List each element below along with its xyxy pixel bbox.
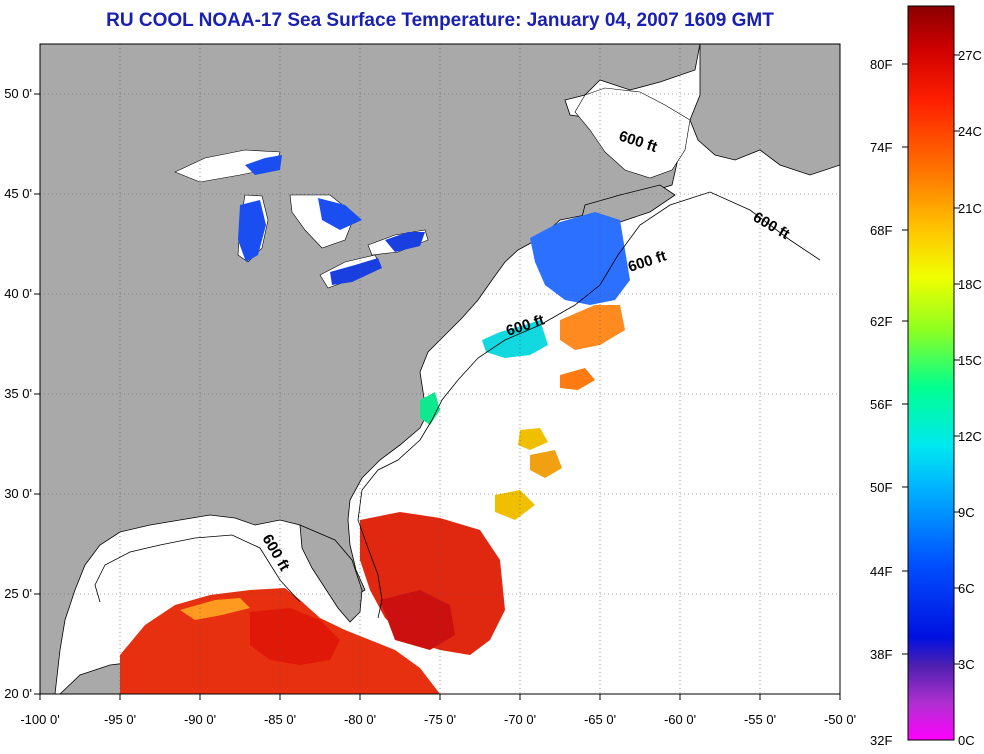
colorbar-label-c: 6C [958, 581, 975, 596]
lat-tick-label: 50 0' [4, 86, 32, 101]
colorbar-label-c: 18C [958, 277, 982, 292]
lon-tick-label: -100 0' [20, 712, 59, 727]
lat-tick-label: 40 0' [4, 286, 32, 301]
colorbar-label-f: 62F [870, 314, 893, 329]
sst-lake-erie [330, 258, 382, 285]
lon-tick-label: -90 0' [184, 712, 216, 727]
colorbar-label-c: 21C [958, 201, 982, 216]
sst-coastal-gulf [180, 598, 250, 620]
tick-marks [34, 93, 841, 700]
lat-tick-label: 25 0' [4, 586, 32, 601]
sst-patch-1 [518, 428, 548, 450]
sst-lake-ontario [385, 232, 425, 252]
colorbar-label-f: 80F [870, 57, 893, 72]
land-newfoundland [689, 44, 840, 176]
colorbar-label-f: 44F [870, 564, 893, 579]
lat-tick-label: 45 0' [4, 186, 32, 201]
colorbar-label-f: 56F [870, 397, 893, 412]
colorbar-label-f: 68F [870, 223, 893, 238]
sst-lake-michigan [238, 200, 266, 262]
sst-shelf-south [420, 392, 440, 425]
colorbar-label-c: 15C [958, 353, 982, 368]
sst-gulf-maine [530, 212, 630, 305]
lat-tick-labels: 50 0' 45 0' 40 0' 35 0' 30 0' 25 0' 20 0… [4, 86, 32, 701]
sst-lake-superior [245, 155, 282, 175]
land-florida [299, 524, 363, 623]
sst-shelf-mid [482, 320, 548, 358]
lon-tick-labels: -100 0' -95 0' -90 0' -85 0' -80 0' -75 … [20, 712, 856, 727]
sst-gulfstream-mid [560, 368, 595, 390]
colorbar-label-f: 38F [870, 647, 893, 662]
lon-tick-label: -55 0' [744, 712, 776, 727]
sst-patch-3 [495, 490, 535, 520]
colorbar [907, 5, 955, 741]
lon-tick-label: -75 0' [424, 712, 456, 727]
colorbar-label-c: 24C [958, 124, 982, 139]
lat-tick-label: 35 0' [4, 386, 32, 401]
lon-tick-label: -50 0' [824, 712, 856, 727]
colorbar-label-f: 32F [870, 733, 893, 748]
sst-gulfstream-north [560, 305, 625, 350]
colorbar-label-f: 50F [870, 480, 893, 495]
colorbar-label-c: 27C [958, 48, 982, 63]
sst-lake-huron [318, 198, 362, 230]
lon-tick-label: -85 0' [264, 712, 296, 727]
sst-loop-current [250, 608, 340, 665]
lat-tick-label: 20 0' [4, 686, 32, 701]
sst-patch-2 [530, 450, 562, 478]
lat-tick-label: 30 0' [4, 486, 32, 501]
colorbar-label-c: 0C [958, 733, 975, 748]
colorbar-label-f: 74F [870, 140, 893, 155]
lon-tick-label: -80 0' [344, 712, 376, 727]
lon-tick-label: -60 0' [664, 712, 696, 727]
colorbar-label-c: 9C [958, 505, 975, 520]
map-title: RU COOL NOAA-17 Sea Surface Temperature:… [106, 10, 774, 31]
isobath-600ft [94, 191, 821, 619]
graticule [40, 44, 840, 694]
lon-tick-label: -65 0' [584, 712, 616, 727]
lon-tick-label: -95 0' [104, 712, 136, 727]
sst-bahamas [380, 590, 455, 650]
gulf-st-lawrence [574, 87, 691, 179]
colorbar-ticks [902, 54, 960, 665]
colorbar-label-c: 12C [958, 429, 982, 444]
lon-tick-label: -70 0' [504, 712, 536, 727]
colorbar-label-c: 3C [958, 657, 975, 672]
